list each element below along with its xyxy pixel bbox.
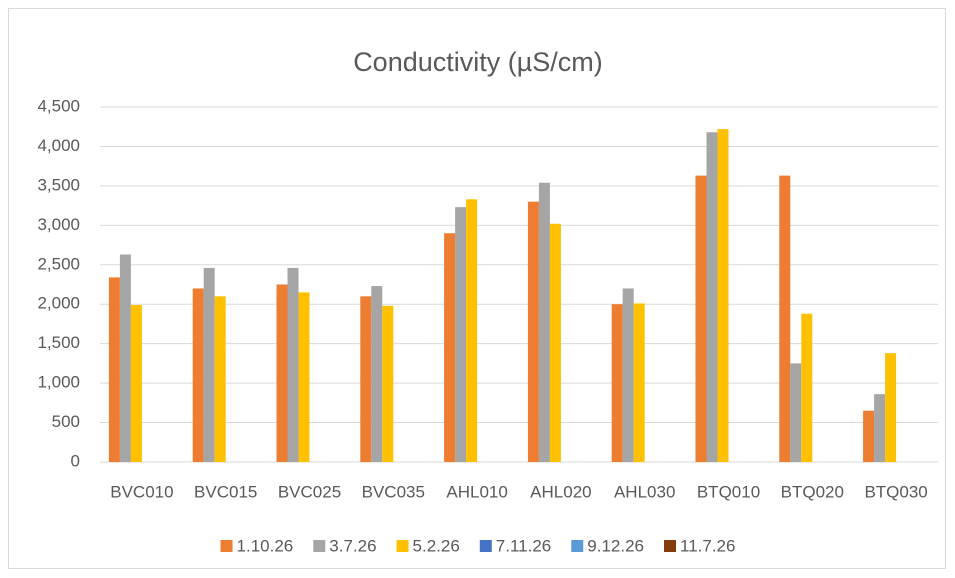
x-tick-label: BVC010 <box>110 482 173 501</box>
y-tick-label: 2,000 <box>37 294 80 313</box>
bar <box>203 267 215 462</box>
bar <box>298 292 310 462</box>
y-tick-label: 500 <box>52 412 80 431</box>
y-tick-label: 0 <box>71 451 80 470</box>
legend-label: 3.7.26 <box>329 536 376 555</box>
bar <box>119 254 131 462</box>
y-tick-label: 1,000 <box>37 373 80 392</box>
bar <box>466 199 478 463</box>
bar <box>382 305 394 462</box>
bar <box>801 313 813 462</box>
legend-label: 7.11.26 <box>496 536 551 555</box>
x-tick-label: AHL020 <box>530 482 591 501</box>
y-tick-label: 1,500 <box>37 333 80 352</box>
bar <box>863 410 875 462</box>
bar <box>549 223 561 462</box>
bar <box>633 303 645 462</box>
bar <box>611 304 623 462</box>
legend-label: 1.10.26 <box>237 536 294 555</box>
bar <box>455 207 467 462</box>
x-tick-label: AHL030 <box>614 482 675 501</box>
chart-title: Conductivity (µS/cm) <box>353 47 603 77</box>
bar <box>287 267 299 462</box>
y-tick-label: 2,500 <box>37 254 80 273</box>
x-tick-label: BTQ010 <box>697 482 760 501</box>
y-tick-label: 3,500 <box>37 175 80 194</box>
bar <box>214 296 226 462</box>
bar <box>779 175 791 462</box>
y-tick-label: 4,500 <box>37 96 80 115</box>
x-tick-label: BTQ020 <box>781 482 844 501</box>
y-tick-label: 3,000 <box>37 215 80 234</box>
bar <box>371 286 383 462</box>
bar <box>192 288 204 462</box>
bar <box>706 132 718 462</box>
legend-label: 9.12.26 <box>587 536 644 555</box>
bar <box>885 353 897 462</box>
x-tick-label: BVC015 <box>194 482 257 501</box>
legend-swatch <box>479 540 492 552</box>
legend-label: 5.2.26 <box>413 536 460 555</box>
x-tick-label: BTQ030 <box>864 482 927 501</box>
bar <box>790 363 802 462</box>
y-tick-label: 4,000 <box>37 136 80 155</box>
x-tick-label: BVC025 <box>278 482 341 501</box>
bar <box>538 182 550 462</box>
x-tick-label: BVC035 <box>362 482 425 501</box>
bar <box>527 201 539 462</box>
bar <box>108 277 120 462</box>
legend-swatch <box>396 540 409 552</box>
bar <box>717 129 729 463</box>
legend-swatch <box>313 540 326 552</box>
legend-label: 11.7.26 <box>680 536 735 555</box>
x-tick-label: AHL010 <box>446 482 507 501</box>
legend-swatch <box>664 540 676 552</box>
legend-swatch <box>571 540 584 552</box>
bar <box>360 296 372 462</box>
bar <box>695 175 707 462</box>
bar <box>130 305 142 462</box>
legend-swatch <box>220 540 233 552</box>
bar <box>874 394 886 462</box>
bar <box>622 288 634 462</box>
bar <box>276 284 288 462</box>
bar <box>444 233 456 462</box>
